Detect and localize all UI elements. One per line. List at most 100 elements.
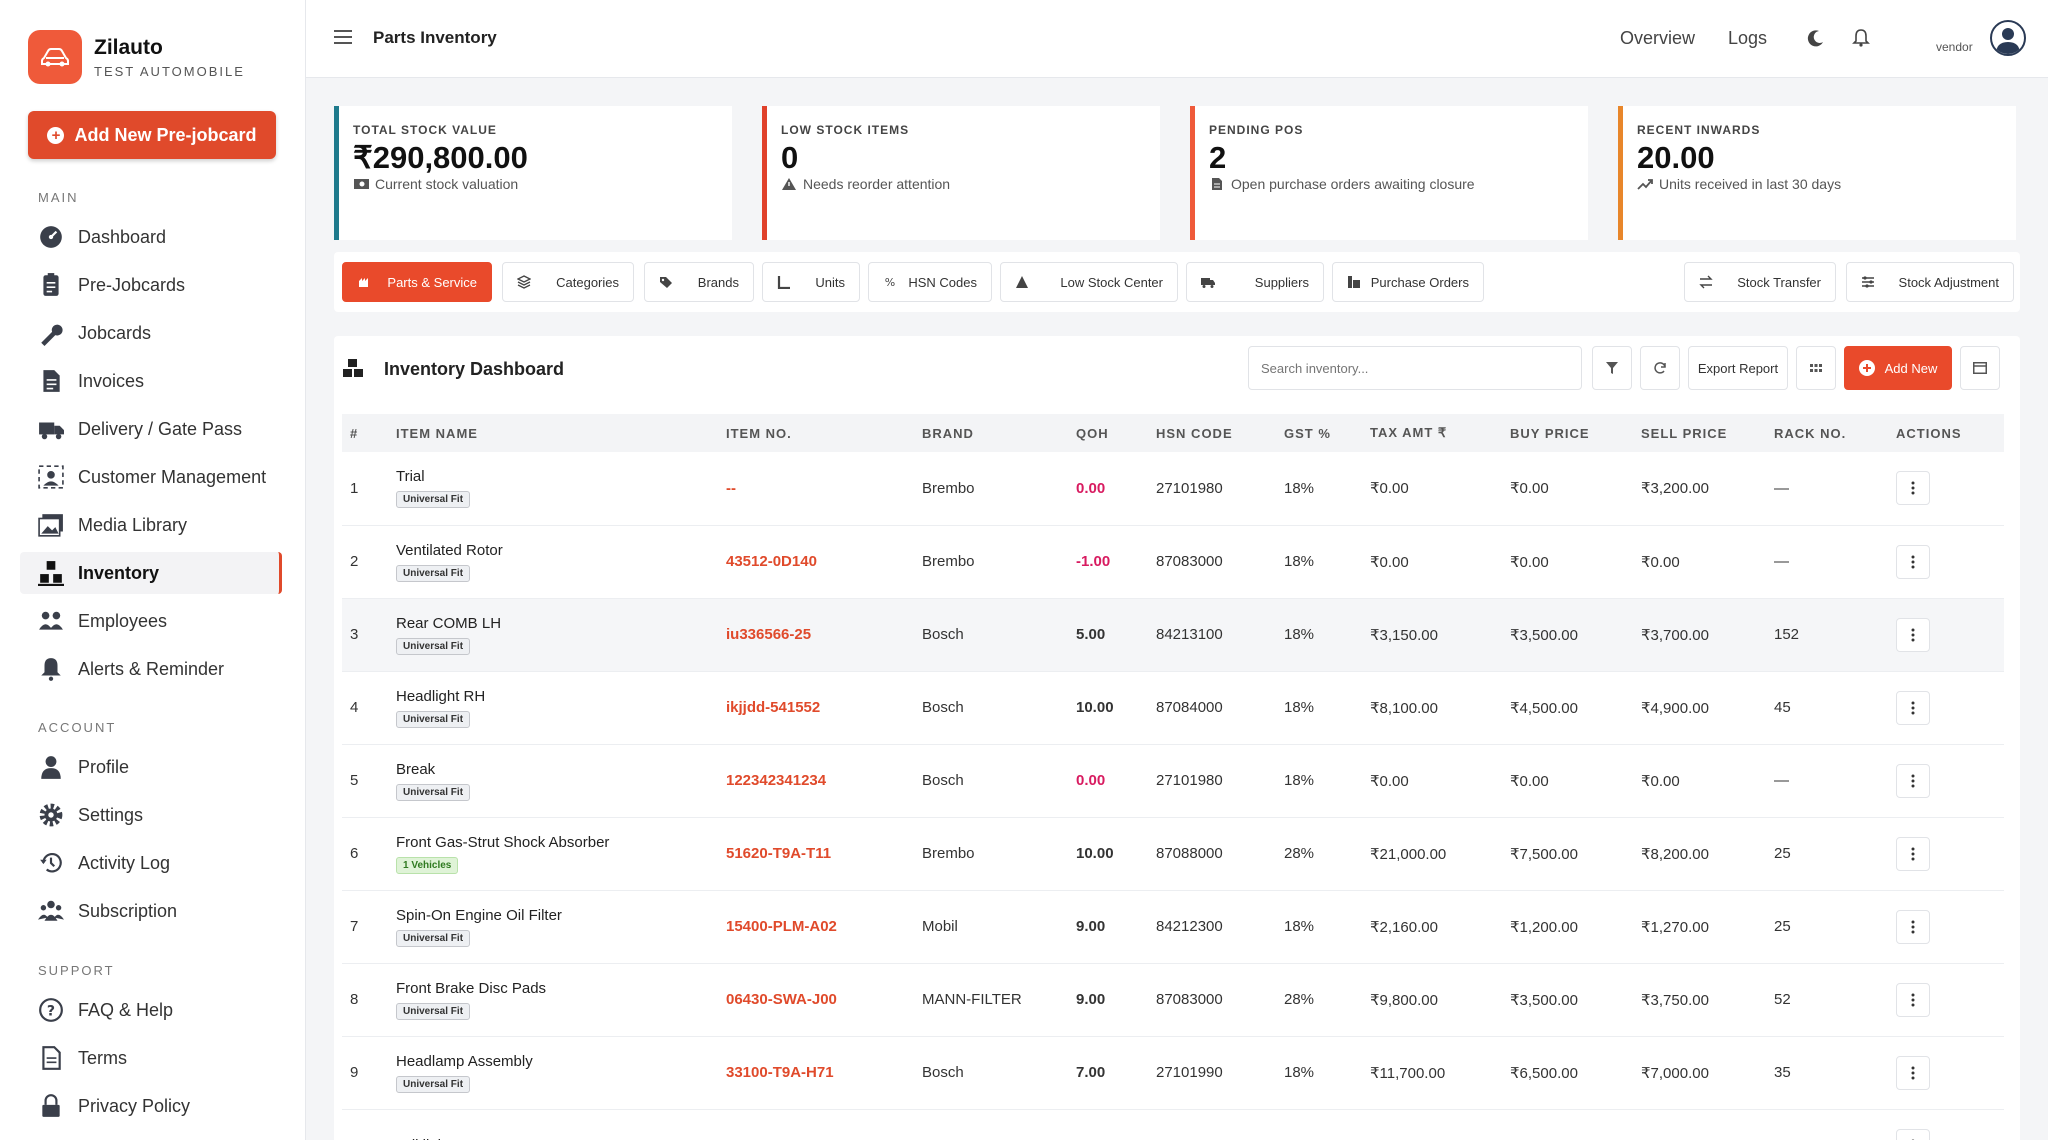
table-row[interactable]: 2 Ventilated Rotor Universal Fit 43512-0D14… (342, 525, 2004, 598)
column-header[interactable]: ITEM NAME (396, 425, 478, 441)
more-vertical-icon (1911, 920, 1915, 933)
column-header[interactable]: SELL PRICE (1641, 425, 1728, 441)
search-input[interactable] (1248, 346, 1582, 390)
item-name: Spin-On Engine Oil Filter (396, 906, 562, 924)
bell-icon[interactable] (1851, 28, 1871, 48)
tab-hsn-codes[interactable]: % HSN Codes (868, 262, 992, 302)
overview-link[interactable]: Overview (1620, 28, 1696, 48)
sidebar-item-alerts-reminder[interactable]: Alerts & Reminder (20, 648, 282, 690)
item-number[interactable]: 15400-PLM-A02 (726, 918, 837, 935)
column-header[interactable]: ACTIONS (1896, 425, 1962, 441)
filter-button[interactable] (1592, 346, 1632, 390)
table-row[interactable]: 5 Break Universal Fit 122342341234 Bosch 0.00… (342, 744, 2004, 817)
sidebar-item-media-library[interactable]: Media Library (20, 504, 282, 546)
table-row[interactable]: 8 Front Brake Disc Pads Universal Fit 06430… (342, 963, 2004, 1036)
sidebar-item-jobcards[interactable]: Jobcards (20, 312, 282, 354)
stat-value: 0 (781, 140, 799, 175)
item-number[interactable]: iu336566-25 (726, 626, 812, 643)
column-header[interactable]: RACK NO. (1774, 425, 1847, 441)
item-number[interactable]: -- (726, 479, 736, 497)
row-number: 9 (350, 1064, 359, 1081)
sidebar-item-dashboard[interactable]: Dashboard (20, 216, 282, 258)
item-number[interactable]: 122342341234 (726, 772, 827, 789)
row-actions-button[interactable] (1896, 544, 1930, 579)
main-content: Parts Inventory Overview Logs vendor TOT… (306, 0, 2048, 1140)
table-row[interactable]: 3 Rear COMB LH Universal Fit iu336566-25 Bos… (342, 598, 2004, 671)
export-report-button[interactable]: Export Report (1688, 346, 1788, 390)
sidebar-item-faq-help[interactable]: ? FAQ & Help (20, 989, 282, 1031)
item-number[interactable] (726, 1109, 922, 1140)
item-number[interactable]: 33100-T9A-H71 (726, 1064, 834, 1081)
table-row[interactable]: 9 Headlamp Assembly Universal Fit 33100-T9A… (342, 1036, 2004, 1109)
sidebar-item-terms[interactable]: Terms (20, 1037, 282, 1079)
column-header[interactable]: GST % (1284, 425, 1331, 441)
tab-purchase-orders[interactable]: Purchase Orders (1332, 262, 1484, 302)
table-row[interactable]: 7 Spin-On Engine Oil Filter Universal Fit 1… (342, 890, 2004, 963)
grid-view-button[interactable] (1796, 346, 1836, 390)
row-actions-button[interactable] (1896, 836, 1930, 871)
add-new-button[interactable]: Add New (1844, 346, 1952, 390)
tab-low-stock-center[interactable]: Low Stock Center (1000, 262, 1178, 302)
item-number[interactable]: 43512-0D140 (726, 553, 817, 570)
brand-cell (922, 1109, 1076, 1140)
brand[interactable]: Zilauto TEST AUTOMOBILE (28, 30, 245, 84)
sidebar-item-profile[interactable]: Profile (20, 746, 282, 788)
tab-stock-transfer[interactable]: Stock Transfer (1684, 262, 1836, 302)
row-actions-button[interactable] (1896, 690, 1930, 725)
actions-cell (1896, 452, 2004, 525)
column-header[interactable]: QOH (1076, 425, 1109, 441)
sidebar-item-invoices[interactable]: Invoices (20, 360, 282, 402)
row-actions-button[interactable] (1896, 982, 1930, 1017)
avatar[interactable] (1990, 20, 2026, 56)
menu-icon[interactable] (334, 29, 352, 45)
sidebar-item-customer-management[interactable]: Customer Management (20, 456, 282, 498)
tax-cell: ₹2,160.00 (1370, 918, 1438, 936)
sell-price-cell (1641, 1109, 1774, 1140)
tab-suppliers[interactable]: Suppliers (1186, 262, 1324, 302)
row-actions-button[interactable] (1896, 617, 1930, 652)
row-actions-button[interactable] (1896, 909, 1930, 944)
item-number[interactable]: 06430-SWA-J00 (726, 991, 837, 1008)
row-actions-button[interactable] (1896, 1055, 1930, 1090)
tab-categories[interactable]: Categories (502, 262, 634, 302)
sidebar-item-employees[interactable]: Employees (20, 600, 282, 642)
item-number[interactable]: ikjjdd-541552 (726, 699, 821, 716)
sidebar-item-pre-jobcards[interactable]: Pre-Jobcards (20, 264, 282, 306)
column-header[interactable]: ITEM NO. (726, 425, 792, 441)
row-actions-button[interactable] (1896, 1128, 1930, 1140)
tab-brands[interactable]: Brands (644, 262, 754, 302)
sell-price-cell: ₹7,000.00 (1641, 1064, 1709, 1082)
tab-units[interactable]: Units (762, 262, 860, 302)
row-actions-button[interactable] (1896, 763, 1930, 798)
sidebar-item-activity-log[interactable]: Activity Log (20, 842, 282, 884)
sidebar-item-settings[interactable]: Settings (20, 794, 282, 836)
item-number[interactable]: 51620-T9A-T11 (726, 845, 832, 862)
tab-stock-adjustment[interactable]: Stock Adjustment (1846, 262, 2014, 302)
column-header[interactable]: HSN CODE (1156, 425, 1233, 441)
qoh-cell (1076, 1109, 1156, 1140)
stat-card-total-stock-value: TOTAL STOCK VALUE ₹290,800.00 Current stoc… (334, 106, 732, 240)
tax-cell: ₹3,150.00 (1370, 626, 1438, 644)
more-vertical-icon (1911, 774, 1915, 787)
table-row[interactable]: 6 Front Gas-Strut Shock Absorber 1 Vehicle… (342, 817, 2004, 890)
brand-name: Zilauto (94, 35, 163, 59)
table-row[interactable]: 1 Trial Universal Fit -- Brembo 0.00 27101980 1… (342, 452, 2004, 525)
logs-link[interactable]: Logs (1728, 28, 1768, 48)
table-row[interactable]: 4 Headlight RH Universal Fit ikjjdd-541552 B… (342, 671, 2004, 744)
add-prejobcard-button[interactable]: + Add New Pre-jobcard (28, 111, 276, 159)
column-header[interactable]: # (350, 425, 359, 441)
row-actions-button[interactable] (1896, 471, 1930, 506)
column-header[interactable]: BRAND (922, 425, 974, 441)
moon-icon[interactable] (1806, 28, 1826, 48)
sidebar-item-inventory[interactable]: Inventory (20, 552, 282, 594)
tab-icon (1201, 278, 1215, 288)
tab-parts-service[interactable]: Parts & Service (342, 262, 492, 302)
sidebar-item-privacy-policy[interactable]: Privacy Policy (20, 1085, 282, 1127)
table-row[interactable]: 10Tail light (342, 1109, 2004, 1140)
column-header[interactable]: BUY PRICE (1510, 425, 1590, 441)
sidebar-item-delivery-gate-pass[interactable]: Delivery / Gate Pass (20, 408, 282, 450)
columns-button[interactable] (1960, 346, 2000, 390)
refresh-button[interactable] (1640, 346, 1680, 390)
sidebar-item-subscription[interactable]: Subscription (20, 890, 282, 932)
column-header[interactable]: TAX AMT ₹ (1370, 425, 1448, 440)
